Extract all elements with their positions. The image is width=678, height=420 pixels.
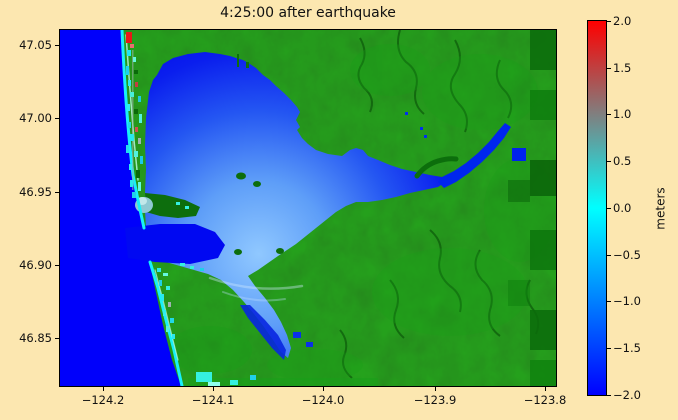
y-tick-mark: [55, 192, 59, 193]
x-tick-label: −124.0: [301, 393, 345, 407]
x-tick-mark: [435, 387, 436, 391]
x-tick-mark: [103, 387, 104, 391]
colorbar-tick-label: 1.5: [613, 61, 632, 75]
x-tick-label: −124.2: [81, 393, 125, 407]
south-inlet-arm: [240, 305, 286, 360]
y-tick-label: 46.90: [19, 258, 52, 272]
colorbar-tick-label: −1.0: [613, 294, 641, 308]
x-tick-label: −124.1: [191, 393, 235, 407]
valley-lines: [339, 30, 540, 379]
entrance-channel: [125, 224, 225, 264]
colorbar-tick-label: −0.5: [613, 248, 641, 262]
inlet-side-ponds: [293, 332, 313, 347]
x-tick-label: −123.8: [523, 393, 567, 407]
north-spit-strip: [126, 32, 143, 198]
y-tick-label: 46.95: [19, 185, 52, 199]
colorbar-tick-mark: [607, 161, 611, 162]
grays-harbor-bay: [145, 52, 444, 360]
y-tick-label: 47.05: [19, 38, 52, 52]
colorbar-tick-mark: [607, 114, 611, 115]
detached-water-patch: [512, 148, 526, 161]
map-axes: [59, 29, 557, 387]
x-tick-mark: [213, 387, 214, 391]
x-tick-mark: [545, 387, 546, 391]
y-tick-mark: [55, 118, 59, 119]
coarse-grid-mosaic: [508, 30, 556, 386]
colorbar-tick-label: 2.0: [613, 14, 632, 28]
colorbar-tick-label: 0.5: [613, 154, 632, 168]
colorbar-gradient: [587, 20, 607, 396]
colorbar-tick-label: 0.0: [613, 201, 632, 215]
x-tick-mark: [323, 387, 324, 391]
colorbar-tick-mark: [607, 21, 611, 22]
colorbar-tick-mark: [607, 301, 611, 302]
colorbar-tick-mark: [607, 348, 611, 349]
colorbar-tick-label: −2.0: [613, 388, 641, 402]
colorbar-tick-mark: [607, 68, 611, 69]
y-tick-mark: [55, 338, 59, 339]
y-tick-mark: [55, 45, 59, 46]
river-spit: [414, 156, 459, 179]
water-streaks: [208, 276, 304, 302]
y-tick-mark: [55, 265, 59, 266]
bay-islands: [234, 54, 284, 255]
south-peninsula-strip: [157, 263, 256, 386]
colorbar-tick-mark: [607, 208, 611, 209]
y-tick-label: 46.85: [19, 331, 52, 345]
ocean-region: [60, 30, 181, 386]
colorbar-unit-label: meters: [653, 187, 668, 230]
colorbar-tick-mark: [607, 395, 611, 396]
colorbar-tick-label: −1.5: [613, 341, 641, 355]
small-ponds: [405, 112, 427, 138]
map-plot-area: [60, 30, 556, 386]
inner-spit: [135, 193, 200, 218]
y-tick-label: 47.00: [19, 111, 52, 125]
east-river-channel: [405, 112, 526, 188]
colorbar-tick-label: 1.0: [613, 107, 632, 121]
colorbar-tick-mark: [607, 255, 611, 256]
plot-title: 4:25:00 after earthquake: [220, 5, 396, 21]
x-tick-label: −123.9: [413, 393, 457, 407]
red-uplift-patch: [126, 32, 132, 43]
